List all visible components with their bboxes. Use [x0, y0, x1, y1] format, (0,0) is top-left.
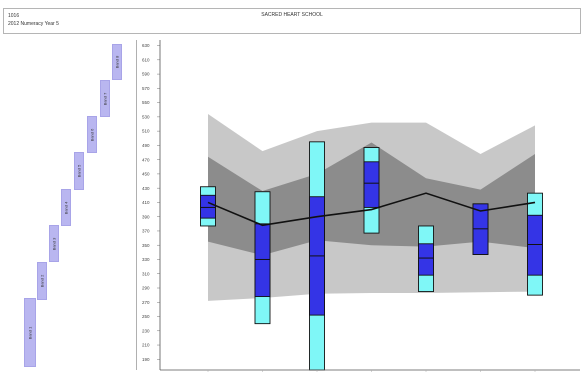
box-2	[254, 191, 271, 325]
y-tick-label: 190	[142, 357, 150, 362]
band-box-3: Band 3	[49, 225, 59, 262]
box-5	[418, 225, 434, 293]
y-tick-label: 450	[142, 172, 150, 177]
y-tick-label: 550	[142, 100, 150, 105]
band-divider	[136, 40, 137, 370]
test-line: 2012 Numeracy Year 5	[8, 21, 59, 27]
band-box-2: Band 2	[37, 262, 47, 300]
header-left: 1016 2012 Numeracy Year 5	[8, 12, 59, 28]
band-box-6: Band 6	[87, 116, 97, 153]
y-tick-label: 270	[142, 300, 150, 305]
y-tick-label: 250	[142, 314, 150, 319]
y-tick-label: 430	[142, 186, 150, 191]
y-tick-label: 290	[142, 286, 150, 291]
y-tick-label: 390	[142, 214, 150, 219]
y-tick-label: 310	[142, 271, 150, 276]
band-box-1: Band 1	[24, 298, 36, 367]
y-tick-label: 610	[142, 57, 150, 62]
box-inner-range	[418, 243, 434, 276]
y-tick-label: 230	[142, 328, 150, 333]
box-inner-range	[254, 223, 271, 298]
y-tick-label: 570	[142, 86, 150, 91]
y-axis-ticks: 190 210 230 250 270 290 310 330 350 370 390 410 430 4…	[142, 43, 160, 362]
band-box-5: Band 5	[74, 152, 84, 190]
y-tick-label: 210	[142, 343, 150, 348]
report-header: 1016 2012 Numeracy Year 5 SACRED HEART S…	[3, 8, 581, 34]
y-tick-label: 630	[142, 43, 150, 48]
band-box-4: Band 4	[61, 189, 71, 226]
y-tick-label: 330	[142, 257, 150, 262]
box-6	[472, 203, 489, 255]
x-axis-ticks	[207, 370, 536, 372]
mean-line	[207, 192, 536, 227]
box-3	[309, 141, 325, 371]
y-tick-label: 470	[142, 157, 150, 162]
box-inner-range	[527, 214, 543, 276]
box-7	[527, 192, 543, 296]
y-tick-label: 370	[142, 229, 150, 234]
box-4	[363, 147, 380, 234]
school-code: 1016	[8, 13, 20, 19]
box-series	[200, 141, 543, 371]
band-box-8: Band 8	[112, 44, 122, 80]
box-1	[200, 186, 216, 227]
y-tick-label: 490	[142, 143, 150, 148]
band-ladder: Band 1 Band 2 Band 3 Band 4 Band 5 Band …	[0, 40, 130, 373]
y-tick-label: 350	[142, 243, 150, 248]
y-tick-label: 510	[142, 129, 150, 134]
y-tick-label: 530	[142, 114, 150, 119]
box-inner-range	[200, 194, 216, 219]
band-box-7: Band 7	[100, 80, 110, 117]
school-name: SACRED HEART SCHOOL	[261, 12, 323, 18]
box-inner-range	[363, 161, 380, 208]
y-tick-label: 590	[142, 72, 150, 77]
y-tick-label: 410	[142, 200, 150, 205]
